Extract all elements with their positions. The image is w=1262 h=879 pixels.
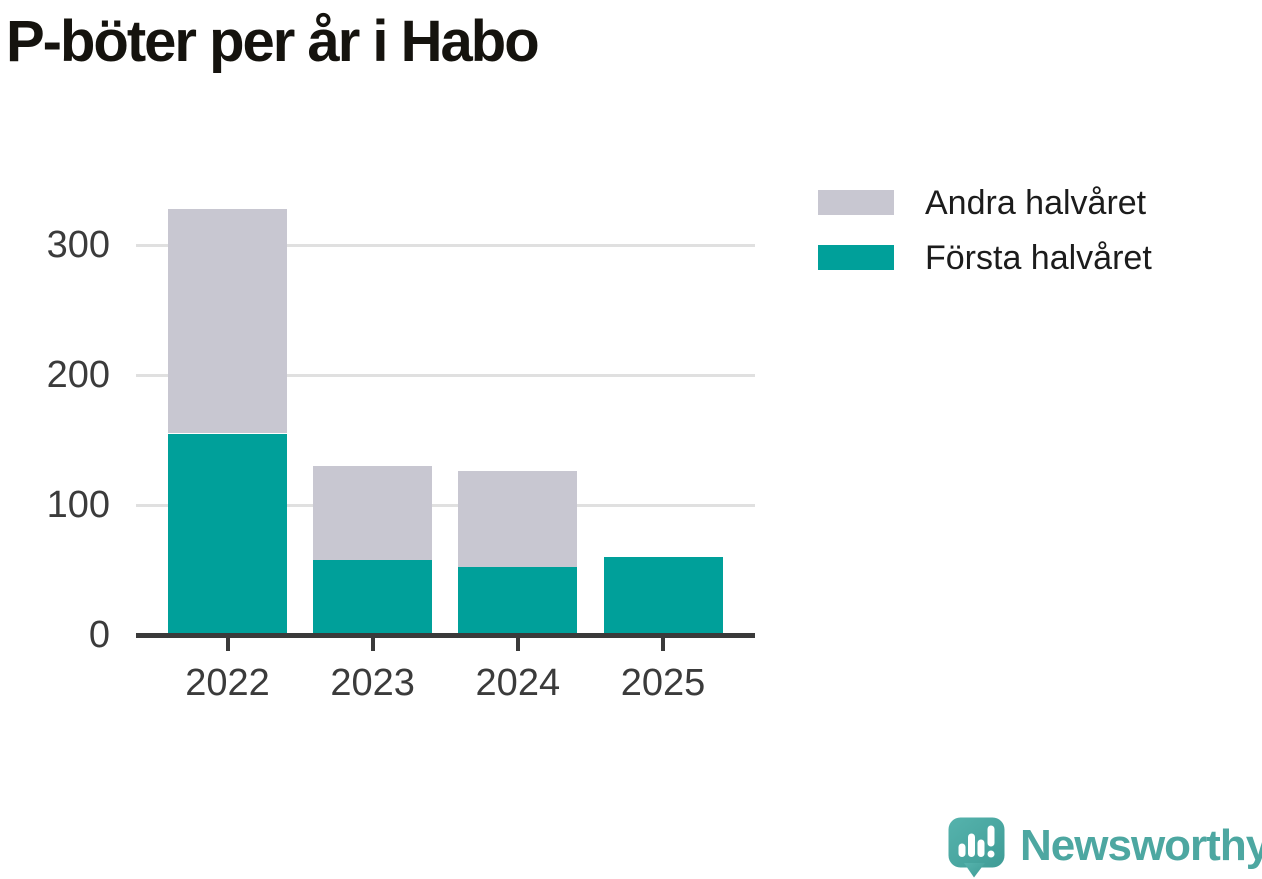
legend-label-andra-halvaret: Andra halvåret — [925, 183, 1147, 222]
y-tick-label-0: 0 — [88, 614, 110, 656]
newsworthy-logo-text: Newsworthy — [1020, 821, 1262, 870]
bar-2023-forsta-halvaret — [313, 559, 433, 635]
x-tick-label-2024: 2024 — [475, 662, 561, 704]
x-axis-tick-2023 — [370, 638, 375, 651]
legend-item-andra-halvaret: Andra halvåret — [818, 186, 1152, 220]
x-tick-label-2022: 2022 — [185, 662, 270, 704]
y-tick-label-100: 100 — [46, 484, 110, 526]
y-tick-label-300: 300 — [46, 224, 110, 266]
newsworthy-logo: Newsworthy — [948, 817, 1262, 878]
bar-2025-forsta-halvaret — [603, 557, 723, 635]
legend-swatch-forsta-halvaret — [818, 245, 894, 270]
bar-2022-forsta-halvaret — [168, 433, 287, 635]
x-tick-label-2025: 2025 — [620, 662, 706, 704]
gridline-100 — [136, 503, 755, 507]
legend-label-forsta-halvaret: Första halvåret — [925, 238, 1152, 277]
bar-2024-forsta-halvaret — [458, 567, 578, 635]
x-axis-line — [136, 633, 755, 638]
newsworthy-logo-icon — [948, 817, 1005, 878]
chart-title: P-böter per år i Habo — [6, 9, 540, 74]
gridline-200 — [136, 373, 755, 377]
x-axis-tick-2025 — [661, 638, 665, 651]
x-tick-label-2023: 2023 — [330, 662, 415, 704]
y-tick-label-200: 200 — [46, 354, 110, 396]
legend-item-forsta-halvaret: Första halvåret — [818, 241, 1152, 275]
legend-swatch-andra-halvaret — [818, 190, 894, 215]
bar-2023-andra-halvaret — [313, 466, 433, 560]
bar-2024-andra-halvaret — [458, 471, 578, 568]
chart-legend: Andra halvåret Första halvåret — [818, 186, 1152, 300]
bar-2022-andra-halvaret — [168, 208, 287, 434]
x-axis-tick-2024 — [515, 638, 520, 651]
x-axis-tick-2022 — [225, 638, 230, 651]
gridline-300 — [136, 243, 755, 247]
